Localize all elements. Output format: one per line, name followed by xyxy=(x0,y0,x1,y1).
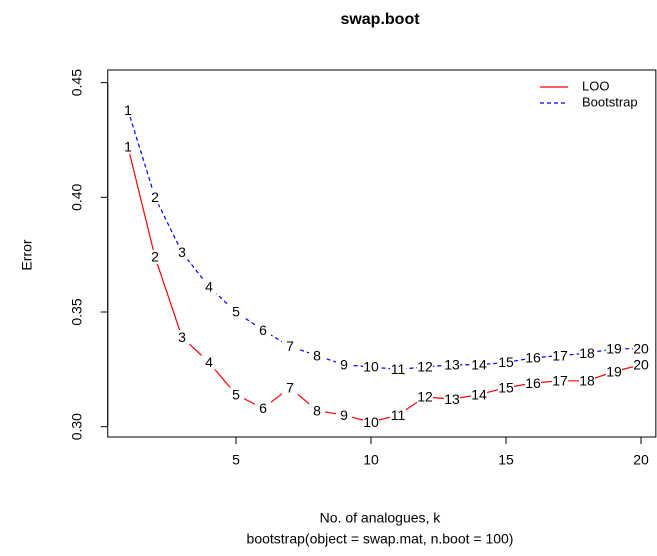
point-gap xyxy=(417,360,433,375)
point-label: 11 xyxy=(391,407,406,423)
x-axis-label: No. of analogues, k xyxy=(320,510,442,526)
chart-title: swap.boot xyxy=(340,11,420,28)
point-label: 16 xyxy=(525,350,541,366)
point-gap xyxy=(525,350,541,365)
point-label: 8 xyxy=(313,402,321,418)
point-gap xyxy=(174,330,190,345)
point-label: 7 xyxy=(286,338,294,354)
point-gap xyxy=(525,376,541,391)
y-axis-label: Error xyxy=(19,239,35,270)
point-gap xyxy=(552,373,568,388)
point-gap xyxy=(309,348,325,363)
subtitle: bootstrap(object = swap.mat, n.boot = 10… xyxy=(247,531,514,547)
point-gap xyxy=(606,364,622,379)
point-label: 5 xyxy=(232,304,240,320)
y-tick-label: 0.35 xyxy=(68,298,84,325)
point-label: 14 xyxy=(471,356,487,372)
legend-label: Bootstrap xyxy=(582,94,638,109)
point-label: 12 xyxy=(417,359,433,375)
series-line xyxy=(127,109,641,370)
point-gap xyxy=(309,403,325,418)
point-label: 20 xyxy=(633,356,649,372)
point-label: 12 xyxy=(417,389,433,405)
point-label: 2 xyxy=(151,249,159,265)
point-label: 13 xyxy=(444,356,460,372)
point-gap xyxy=(363,415,379,430)
point-label: 18 xyxy=(579,373,595,389)
legend-label: LOO xyxy=(582,78,609,93)
point-label: 2 xyxy=(151,189,159,205)
point-gap xyxy=(228,304,244,319)
point-label: 3 xyxy=(178,329,186,345)
point-label: 14 xyxy=(471,386,487,402)
point-gap xyxy=(498,380,514,395)
point-gap xyxy=(255,401,271,416)
x-tick-label: 10 xyxy=(363,452,379,468)
point-gap xyxy=(147,249,163,264)
point-label: 1 xyxy=(124,102,132,118)
point-label: 9 xyxy=(340,356,348,372)
point-label: 15 xyxy=(498,354,514,370)
point-gap xyxy=(201,355,217,370)
point-gap xyxy=(579,373,595,388)
point-gap xyxy=(120,103,136,118)
point-label: 19 xyxy=(606,340,622,356)
point-label: 10 xyxy=(363,359,379,375)
point-label: 17 xyxy=(552,373,568,389)
point-gap xyxy=(201,279,217,294)
y-tick-label: 0.45 xyxy=(68,69,84,96)
point-label: 6 xyxy=(259,400,267,416)
point-gap xyxy=(444,392,460,407)
point-gap xyxy=(552,348,568,363)
point-gap xyxy=(579,346,595,361)
point-gap xyxy=(336,408,352,423)
point-label: 8 xyxy=(313,347,321,363)
x-tick-label: 5 xyxy=(232,452,240,468)
point-gap xyxy=(228,387,244,402)
x-tick-label: 20 xyxy=(633,452,649,468)
point-label: 11 xyxy=(391,361,406,377)
point-label: 3 xyxy=(178,244,186,260)
y-tick-label: 0.40 xyxy=(68,183,84,210)
point-label: 10 xyxy=(363,414,379,430)
point-gap xyxy=(633,341,649,356)
point-label: 17 xyxy=(552,347,568,363)
point-label: 19 xyxy=(606,363,622,379)
point-gap xyxy=(606,341,622,356)
point-gap xyxy=(471,357,487,372)
point-gap xyxy=(471,387,487,402)
point-label: 15 xyxy=(498,379,514,395)
point-label: 4 xyxy=(205,354,213,370)
point-label: 9 xyxy=(340,407,348,423)
y-tick-label: 0.30 xyxy=(68,413,84,440)
point-gap xyxy=(390,408,406,423)
point-gap xyxy=(147,190,163,205)
point-gap xyxy=(282,339,298,354)
point-gap xyxy=(498,355,514,370)
point-gap xyxy=(120,139,136,154)
point-label: 16 xyxy=(525,375,541,391)
point-label: 6 xyxy=(259,322,267,338)
point-label: 13 xyxy=(444,391,460,407)
point-label: 18 xyxy=(579,345,595,361)
x-tick-label: 15 xyxy=(498,452,514,468)
point-gap xyxy=(444,357,460,372)
point-label: 1 xyxy=(124,139,132,155)
point-gap xyxy=(174,245,190,260)
point-gap xyxy=(255,323,271,338)
point-gap xyxy=(417,389,433,404)
point-gap xyxy=(336,357,352,372)
point-gap xyxy=(282,380,298,395)
point-gap xyxy=(390,362,406,377)
point-label: 7 xyxy=(286,379,294,395)
point-label: 20 xyxy=(633,340,649,356)
point-label: 5 xyxy=(232,386,240,402)
point-gap xyxy=(363,360,379,375)
point-label: 4 xyxy=(205,278,213,294)
point-gap xyxy=(633,357,649,372)
